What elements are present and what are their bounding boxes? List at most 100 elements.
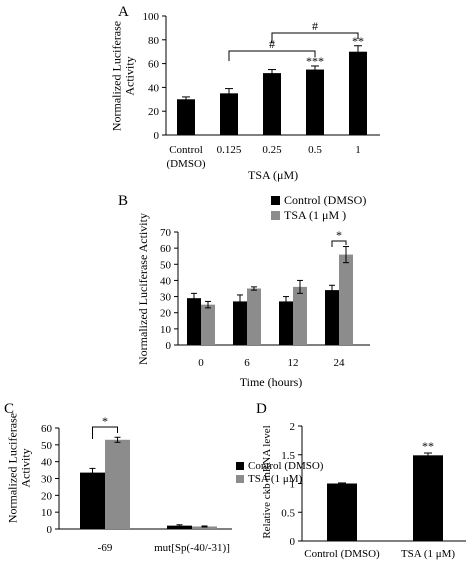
panel-a-bar-4 — [349, 51, 367, 136]
panel-d-errbar-1 — [424, 452, 432, 459]
panel-b-letter: B — [118, 193, 128, 209]
panel-a-sig-4: ** — [352, 34, 364, 48]
panel-b-y-ticks: 0 10 20 30 40 50 60 70 — [160, 227, 178, 352]
panel-d-bars: ** — [327, 439, 443, 541]
panel-b-tick-label-4: 40 — [160, 275, 172, 287]
panel-a-y-ticks: 0 20 40 60 80 100 — [143, 11, 166, 142]
panel-b-legend-label-0: Control (DMSO) — [284, 193, 366, 207]
panel-b-errbar-1-3 — [343, 246, 349, 264]
panel-c-category-labels: -69 mut[Sp(-40/-31)] — [98, 542, 230, 554]
panel-d-cat-0: Control (DMSO) — [304, 548, 380, 560]
panel-c-letter: C — [4, 401, 14, 417]
panel-d-letter: D — [256, 401, 267, 417]
panel-c-legend-swatch-1 — [236, 475, 244, 483]
panel-b-errbar-0-1 — [237, 294, 243, 309]
panel-b-errbar-0-0 — [191, 292, 197, 304]
panel-c-bars — [80, 436, 217, 529]
panel-a-ylabel-line-1: Activity — [123, 56, 137, 95]
panel-b-tick-label-7: 70 — [160, 227, 172, 239]
panel-b-brackets: * — [331, 228, 347, 247]
panel-d-ylabel-line-0: Relative ckb mRNA level — [261, 425, 273, 538]
panel-d-cat-1: TSA (1 μM) — [401, 548, 456, 560]
panel-b-bar-0-0 — [187, 298, 201, 345]
panel-d-tick-label-1: 0.5 — [281, 507, 295, 519]
panel-c-errbar-1-0 — [114, 436, 121, 443]
panel-b-bar-0-3 — [325, 290, 339, 345]
panel-b-tick-label-2: 20 — [160, 308, 172, 320]
panel-a-cat-0-1: (DMSO) — [166, 158, 205, 170]
panel-c: C Normalized Luciferase Activity Control … — [4, 401, 324, 554]
panel-c-errbar-0-1 — [176, 524, 183, 527]
panel-d-bar-0 — [327, 483, 357, 541]
panel-a-bracket-0 — [228, 50, 316, 61]
panel-a-bracket-label-0: # — [269, 37, 275, 51]
panel-b-bar-1-0 — [201, 304, 215, 345]
panel-b-errbar-0-2 — [283, 296, 289, 307]
panel-c-tick-label-3: 30 — [41, 474, 53, 486]
panel-b-tick-label-1: 10 — [160, 324, 172, 336]
panel-a-bars: ***** — [177, 34, 367, 136]
panel-d-tick-label-3: 1.5 — [281, 450, 295, 462]
panel-d-bar-1 — [413, 455, 443, 541]
panel-a-bar-1 — [220, 93, 238, 135]
panel-c-bar-0-0 — [80, 472, 105, 529]
panel-a-brackets: ## — [228, 19, 359, 61]
panel-c-legend: Control (DMSO)TSA (1 μM) — [236, 460, 324, 485]
panel-a-xlabel: TSA (μM) — [248, 168, 298, 182]
panel-a-cat-0-0: Control — [169, 144, 203, 156]
panel-a-cat-4-0: 1 — [355, 144, 361, 156]
panel-b-tick-label-6: 60 — [160, 243, 172, 255]
panel-b-bar-1-1 — [247, 288, 261, 345]
panel-c-bar-0-1 — [167, 525, 192, 529]
panel-c-ylabel-line-1: Activity — [19, 448, 33, 487]
panel-a-bar-2 — [263, 73, 281, 135]
panel-b-cat-2: 12 — [288, 357, 299, 369]
panel-a-tick-label-5: 100 — [143, 11, 160, 23]
panel-c-tick-label-6: 60 — [41, 423, 53, 435]
panel-c-legend-label-1: TSA (1 μM) — [248, 473, 303, 485]
panel-b-ylabel: Normalized Luciferase Activity — [136, 213, 150, 365]
panel-b-bracket-label-0: * — [336, 228, 342, 242]
panel-c-bracket-label-0: * — [102, 414, 108, 428]
panel-a-sig-3: *** — [306, 54, 324, 68]
panel-a-letter: A — [118, 4, 129, 20]
panel-b-ylabel-line-0: Normalized Luciferase Activity — [136, 213, 150, 365]
panel-c-bar-1-0 — [105, 439, 130, 529]
panel-c-legend-swatch-0 — [236, 462, 244, 470]
panel-c-y-ticks: 0 10 20 30 40 50 60 — [41, 423, 59, 536]
panel-c-errbar-0-0 — [89, 467, 96, 478]
panel-d-errbar-0 — [338, 482, 346, 485]
panel-b: B Normalized Luciferase Activity Control… — [118, 193, 370, 389]
panel-b-legend: Control (DMSO)TSA (1 μM ) — [271, 193, 366, 222]
panel-c-tick-label-1: 10 — [41, 507, 53, 519]
panel-b-xlabel: Time (hours) — [240, 375, 303, 389]
panel-d-tick-label-0: 0 — [290, 536, 296, 548]
panel-c-tick-label-4: 40 — [41, 457, 53, 469]
panel-c-tick-label-2: 20 — [41, 490, 53, 502]
panel-c-errbar-1-1 — [201, 525, 208, 528]
panel-b-cat-0: 0 — [198, 357, 204, 369]
panel-b-errbar-1-0 — [205, 300, 211, 309]
panel-c-cat-1: mut[Sp(-40/-31)] — [154, 542, 230, 554]
panel-a-errbar-4 — [354, 45, 362, 59]
panel-b-tick-label-5: 50 — [160, 259, 172, 271]
panel-a-category-labels: Control (DMSO) 0.125 0.25 0.5 1 — [166, 144, 360, 170]
panel-a-bar-3 — [306, 69, 324, 135]
panel-b-legend-label-1: TSA (1 μM ) — [284, 208, 346, 222]
panel-b-errbar-1-1 — [251, 286, 257, 291]
panel-a-bracket-label-1: # — [312, 19, 318, 33]
panel-a-bracket-1 — [271, 32, 359, 43]
panel-c-tick-label-5: 50 — [41, 440, 53, 452]
panel-a-errbar-3 — [311, 65, 319, 74]
panel-b-cat-1: 6 — [244, 357, 250, 369]
panel-c-bracket-0 — [92, 426, 118, 439]
panel-b-tick-label-3: 30 — [160, 292, 172, 304]
panel-b-errbar-0-3 — [329, 284, 335, 296]
panel-d-y-ticks: 0 0.5 1 1.5 2 — [281, 421, 302, 548]
panel-a-tick-label-1: 20 — [148, 106, 160, 118]
panel-c-legend-label-0: Control (DMSO) — [248, 460, 324, 472]
panel-a-cat-2-0: 0.25 — [262, 144, 282, 156]
panel-a-tick-label-4: 80 — [148, 35, 160, 47]
panel-a: A Normalized Luciferase Activity 0 20 40 60 8… — [110, 4, 380, 182]
